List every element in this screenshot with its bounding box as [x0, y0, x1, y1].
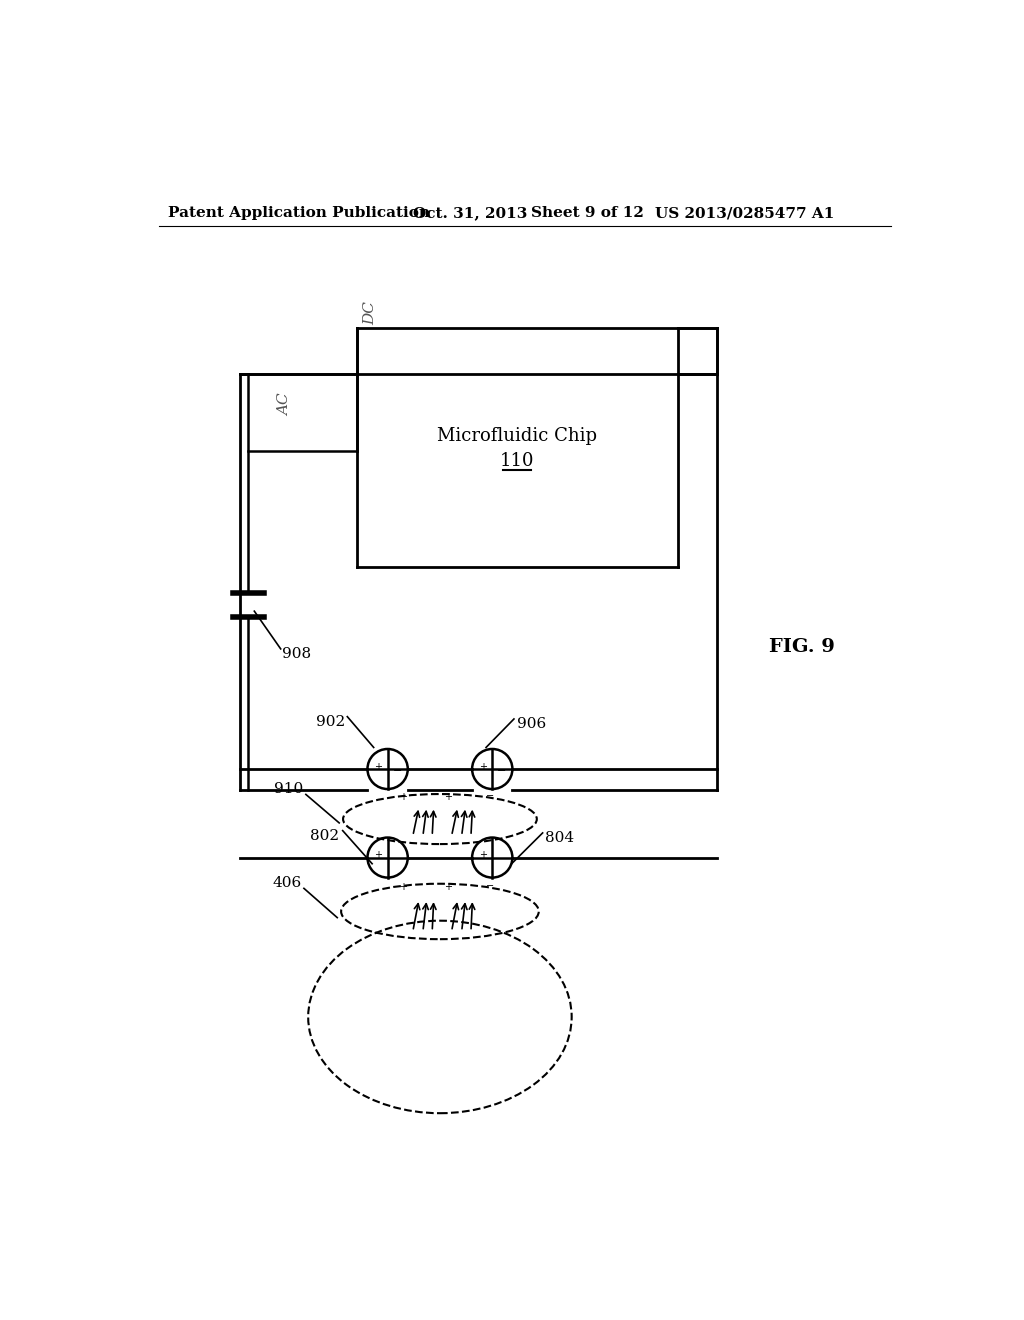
Text: US 2013/0285477 A1: US 2013/0285477 A1 [655, 206, 835, 220]
Text: +: + [374, 850, 382, 861]
Text: Sheet 9 of 12: Sheet 9 of 12 [531, 206, 644, 220]
Text: 804: 804 [545, 832, 574, 845]
Text: 906: 906 [517, 718, 546, 731]
Text: FIG. 9: FIG. 9 [769, 639, 836, 656]
Text: 802: 802 [310, 829, 340, 843]
Text: 910: 910 [274, 781, 303, 796]
Text: +: + [374, 762, 382, 772]
Text: +: + [443, 882, 452, 892]
Text: +: + [478, 762, 486, 772]
Text: Microfluidic Chip: Microfluidic Chip [437, 426, 597, 445]
Text: Patent Application Publication: Patent Application Publication [168, 206, 430, 220]
Text: −: − [498, 766, 507, 776]
Text: +: + [443, 792, 452, 803]
Text: −: − [486, 880, 495, 891]
Text: +: + [478, 850, 486, 861]
Text: 902: 902 [315, 715, 345, 729]
Text: −: − [498, 854, 507, 865]
Text: 110: 110 [500, 451, 535, 470]
Text: −: − [392, 766, 402, 776]
Text: +: + [398, 882, 407, 892]
Text: 908: 908 [283, 647, 311, 661]
Text: 406: 406 [272, 876, 302, 890]
Text: −: − [392, 854, 402, 865]
Text: −: − [486, 791, 495, 801]
Text: +: + [398, 792, 407, 803]
Text: AC: AC [279, 393, 292, 416]
Text: Oct. 31, 2013: Oct. 31, 2013 [414, 206, 527, 220]
Text: DC: DC [362, 301, 377, 325]
